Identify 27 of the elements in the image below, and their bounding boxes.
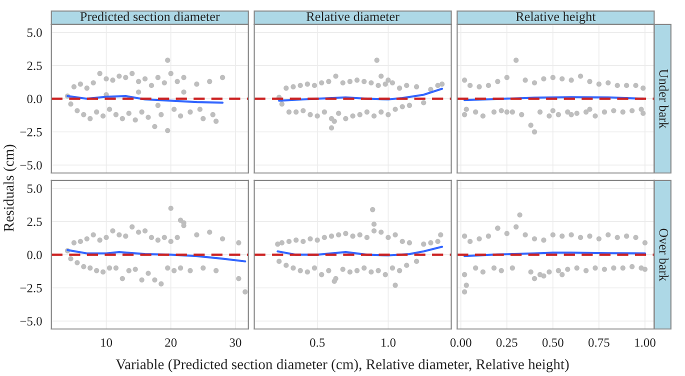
x-tick-label: 1.0 (381, 338, 396, 347)
chart-title: Predicted section diameter (80, 12, 220, 22)
x-tick-label: 0.00 (450, 338, 472, 347)
y-axis-title: Residuals (cm) (3, 144, 17, 232)
y-tick-label: 0.0 (27, 250, 42, 260)
text: Over bark (659, 228, 669, 282)
y-tick-label: 2.5 (27, 218, 42, 226)
y-tick-label: 5.0 (27, 184, 42, 193)
text: Under bark (659, 69, 669, 129)
x-tick-label: 1.00 (635, 338, 656, 347)
chart-title: Relative height (516, 12, 596, 24)
y-tick-label: −5.0 (20, 317, 42, 326)
x-tick-label: 20 (165, 338, 177, 347)
x-tick-label: 0.25 (496, 338, 518, 347)
y-tick-label: 2.5 (27, 62, 42, 70)
x-tick-label: 0.50 (542, 338, 564, 347)
x-axis-title: Variable (Predicted section diameter (cm), Relative diameter, Relative height) (116, 358, 569, 372)
y-tick-label: 5.0 (27, 28, 42, 37)
y-tick-label: −2.5 (20, 128, 42, 136)
y-tick-label: −5.0 (20, 161, 42, 170)
x-tick-label: 0.75 (588, 338, 610, 347)
y-tick-label: 0.0 (27, 94, 42, 104)
chart-title: Relative diameter (306, 12, 400, 22)
x-tick-label: 0.5 (310, 338, 325, 347)
y-tick-label: −2.5 (20, 284, 42, 292)
x-tick-label: 10 (101, 338, 112, 347)
x-tick-label: 30 (230, 338, 242, 347)
